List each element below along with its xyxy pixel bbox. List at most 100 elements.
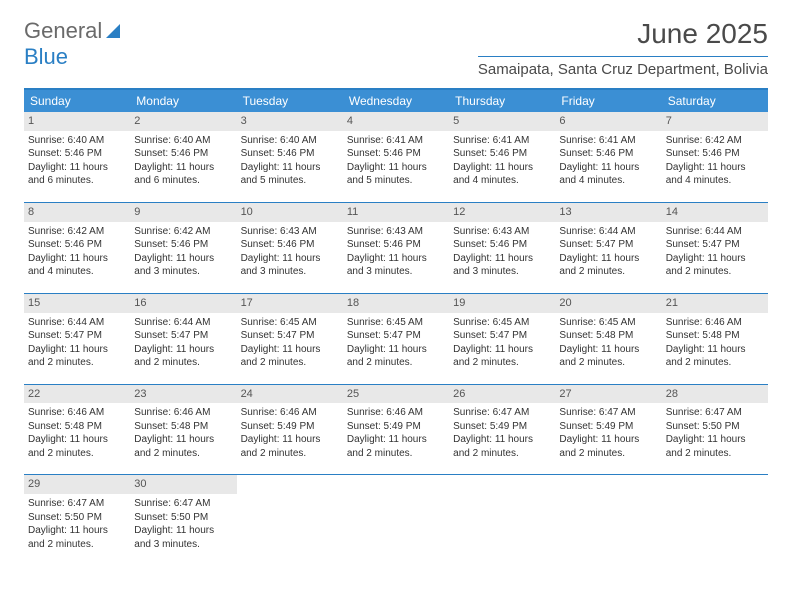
week-row: 1Sunrise: 6:40 AMSunset: 5:46 PMDaylight…	[24, 112, 768, 192]
dayheader-tue: Tuesday	[237, 90, 343, 112]
sunrise-line: Sunrise: 6:40 AM	[134, 134, 232, 148]
sunrise-line: Sunrise: 6:43 AM	[453, 225, 551, 239]
day-cell: 6Sunrise: 6:41 AMSunset: 5:46 PMDaylight…	[555, 112, 661, 192]
day-number: 29	[24, 475, 130, 494]
sunset-line: Sunset: 5:46 PM	[241, 238, 339, 252]
daylight-line: Daylight: 11 hours and 2 minutes.	[453, 343, 551, 370]
daylight-line: Daylight: 11 hours and 3 minutes.	[241, 252, 339, 279]
day-number: 30	[130, 475, 236, 494]
sunset-line: Sunset: 5:46 PM	[559, 147, 657, 161]
week-row: 29Sunrise: 6:47 AMSunset: 5:50 PMDayligh…	[24, 474, 768, 555]
sunset-line: Sunset: 5:46 PM	[28, 147, 126, 161]
dayheader-sat: Saturday	[662, 90, 768, 112]
daylight-line: Daylight: 11 hours and 2 minutes.	[28, 343, 126, 370]
daylight-line: Daylight: 11 hours and 2 minutes.	[28, 524, 126, 551]
daylight-line: Daylight: 11 hours and 2 minutes.	[28, 433, 126, 460]
sunset-line: Sunset: 5:46 PM	[347, 147, 445, 161]
day-cell	[343, 475, 449, 555]
daylight-line: Daylight: 11 hours and 3 minutes.	[453, 252, 551, 279]
sunrise-line: Sunrise: 6:41 AM	[347, 134, 445, 148]
sunrise-line: Sunrise: 6:47 AM	[134, 497, 232, 511]
sunrise-line: Sunrise: 6:47 AM	[559, 406, 657, 420]
day-cell	[449, 475, 555, 555]
daylight-line: Daylight: 11 hours and 3 minutes.	[134, 524, 232, 551]
day-cell: 18Sunrise: 6:45 AMSunset: 5:47 PMDayligh…	[343, 294, 449, 374]
day-number: 15	[24, 294, 130, 313]
day-cell: 2Sunrise: 6:40 AMSunset: 5:46 PMDaylight…	[130, 112, 236, 192]
day-number: 27	[555, 385, 661, 404]
sunrise-line: Sunrise: 6:47 AM	[453, 406, 551, 420]
sunrise-line: Sunrise: 6:41 AM	[559, 134, 657, 148]
daylight-line: Daylight: 11 hours and 4 minutes.	[453, 161, 551, 188]
dayheader-fri: Friday	[555, 90, 661, 112]
sunrise-line: Sunrise: 6:45 AM	[241, 316, 339, 330]
sunrise-line: Sunrise: 6:43 AM	[241, 225, 339, 239]
weeks-container: 1Sunrise: 6:40 AMSunset: 5:46 PMDaylight…	[24, 112, 768, 555]
daylight-line: Daylight: 11 hours and 2 minutes.	[666, 343, 764, 370]
daylight-line: Daylight: 11 hours and 5 minutes.	[241, 161, 339, 188]
day-number: 7	[662, 112, 768, 131]
day-number: 13	[555, 203, 661, 222]
sunrise-line: Sunrise: 6:46 AM	[347, 406, 445, 420]
logo-sail-icon	[106, 18, 126, 44]
sunset-line: Sunset: 5:47 PM	[666, 238, 764, 252]
dayheader-mon: Monday	[130, 90, 236, 112]
day-cell: 26 Sunrise: 6:47 AMSunset: 5:49 PMDayligh…	[449, 385, 555, 465]
day-number: 17	[237, 294, 343, 313]
day-number: 18	[343, 294, 449, 313]
day-number: 19	[449, 294, 555, 313]
day-cell: 14Sunrise: 6:44 AMSunset: 5:47 PMDayligh…	[662, 203, 768, 283]
day-number: 10	[237, 203, 343, 222]
header: General June 2025 Samaipata, Santa Cruz …	[0, 0, 792, 82]
daylight-line: Daylight: 11 hours and 6 minutes.	[28, 161, 126, 188]
day-cell: 3Sunrise: 6:40 AMSunset: 5:46 PMDaylight…	[237, 112, 343, 192]
day-cell	[237, 475, 343, 555]
sunset-line: Sunset: 5:46 PM	[666, 147, 764, 161]
sunrise-line: Sunrise: 6:46 AM	[134, 406, 232, 420]
title-block: June 2025 Samaipata, Santa Cruz Departme…	[478, 18, 768, 78]
sunrise-line: Sunrise: 6:44 AM	[28, 316, 126, 330]
daylight-line: Daylight: 11 hours and 4 minutes.	[28, 252, 126, 279]
day-number: 5	[449, 112, 555, 131]
sunset-line: Sunset: 5:47 PM	[559, 238, 657, 252]
day-number: 26	[449, 385, 555, 404]
day-number: 8	[24, 203, 130, 222]
day-number: 11	[343, 203, 449, 222]
daylight-line: Daylight: 11 hours and 2 minutes.	[134, 433, 232, 460]
day-cell: 15Sunrise: 6:44 AMSunset: 5:47 PMDayligh…	[24, 294, 130, 374]
sunset-line: Sunset: 5:49 PM	[559, 420, 657, 434]
daylight-line: Daylight: 11 hours and 4 minutes.	[666, 161, 764, 188]
day-cell: 27 Sunrise: 6:47 AMSunset: 5:49 PMDayligh…	[555, 385, 661, 465]
sunrise-line: Sunrise: 6:42 AM	[666, 134, 764, 148]
daylight-line: Daylight: 11 hours and 2 minutes.	[559, 433, 657, 460]
daylight-line: Daylight: 11 hours and 2 minutes.	[453, 433, 551, 460]
sunrise-line: Sunrise: 6:46 AM	[241, 406, 339, 420]
sunset-line: Sunset: 5:48 PM	[559, 329, 657, 343]
sunrise-line: Sunrise: 6:40 AM	[28, 134, 126, 148]
sunrise-line: Sunrise: 6:44 AM	[134, 316, 232, 330]
sunrise-line: Sunrise: 6:42 AM	[28, 225, 126, 239]
sunrise-line: Sunrise: 6:45 AM	[347, 316, 445, 330]
sunset-line: Sunset: 5:49 PM	[453, 420, 551, 434]
sunset-line: Sunset: 5:49 PM	[347, 420, 445, 434]
sunrise-line: Sunrise: 6:45 AM	[559, 316, 657, 330]
day-number: 12	[449, 203, 555, 222]
week-row: 15Sunrise: 6:44 AMSunset: 5:47 PMDayligh…	[24, 293, 768, 374]
dayheader-sun: Sunday	[24, 90, 130, 112]
day-number: 4	[343, 112, 449, 131]
day-number: 21	[662, 294, 768, 313]
daylight-line: Daylight: 11 hours and 3 minutes.	[134, 252, 232, 279]
day-cell: 5Sunrise: 6:41 AMSunset: 5:46 PMDaylight…	[449, 112, 555, 192]
sunrise-line: Sunrise: 6:40 AM	[241, 134, 339, 148]
day-cell: 13Sunrise: 6:44 AMSunset: 5:47 PMDayligh…	[555, 203, 661, 283]
logo-word1: General	[24, 18, 102, 44]
day-number: 22	[24, 385, 130, 404]
sunset-line: Sunset: 5:46 PM	[134, 147, 232, 161]
day-cell: 16Sunrise: 6:44 AMSunset: 5:47 PMDayligh…	[130, 294, 236, 374]
sunset-line: Sunset: 5:46 PM	[347, 238, 445, 252]
sunset-line: Sunset: 5:47 PM	[347, 329, 445, 343]
daylight-line: Daylight: 11 hours and 2 minutes.	[241, 433, 339, 460]
day-headers: Sunday Monday Tuesday Wednesday Thursday…	[24, 90, 768, 112]
sunset-line: Sunset: 5:47 PM	[453, 329, 551, 343]
sunset-line: Sunset: 5:46 PM	[241, 147, 339, 161]
